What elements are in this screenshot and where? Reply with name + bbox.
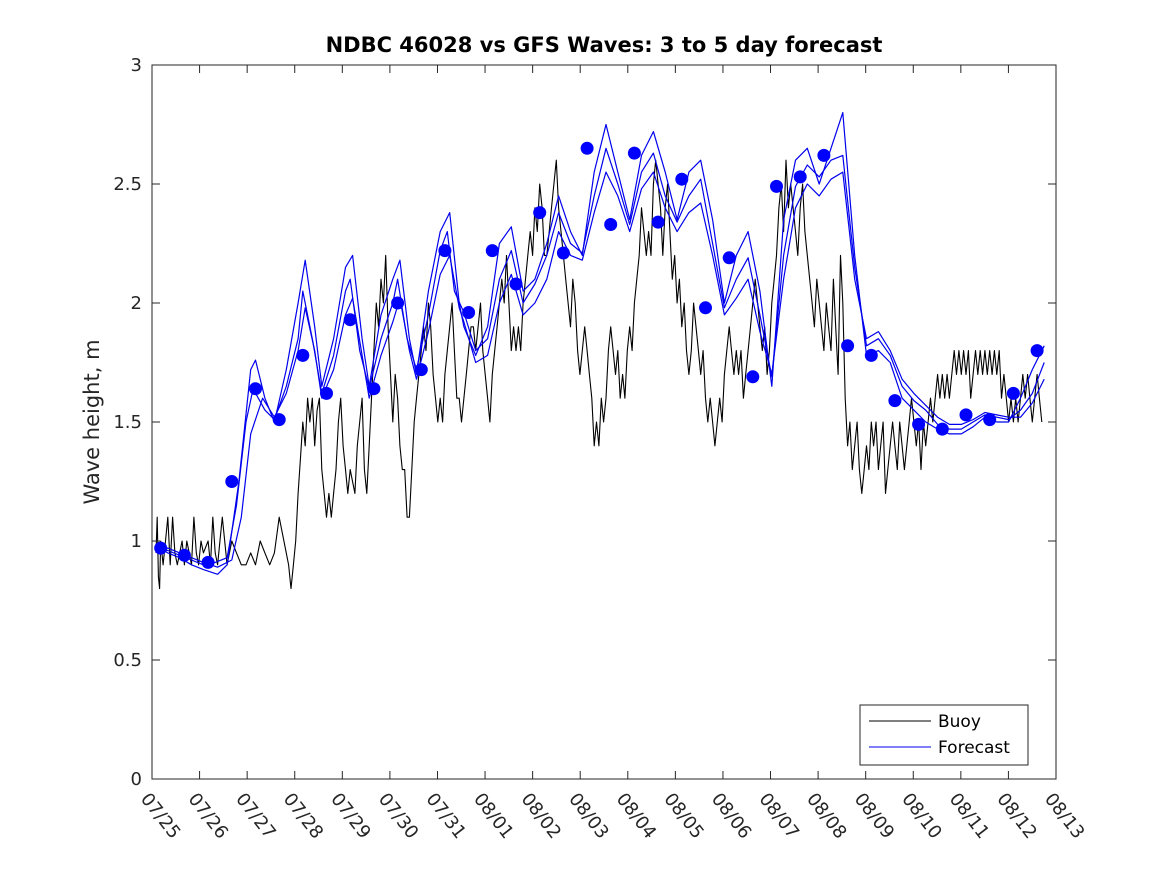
series-line-forecast-2 xyxy=(155,112,1045,575)
series-layer xyxy=(155,112,1045,590)
forecast-marker-4 xyxy=(249,382,262,396)
legend-label-buoy: Buoy xyxy=(938,712,981,732)
forecast-marker-22 xyxy=(675,172,689,186)
forecast-marker-16 xyxy=(533,206,547,220)
y-tick-label: 0 xyxy=(131,769,142,790)
forecast-marker-25 xyxy=(746,370,760,384)
forecast-marker-5 xyxy=(272,413,286,427)
forecast-marker-13 xyxy=(462,306,476,319)
y-tick-label: 2 xyxy=(131,293,142,314)
legend: Buoy Forecast xyxy=(859,704,1029,766)
forecast-marker-2 xyxy=(201,555,215,569)
forecast-marker-12 xyxy=(438,244,452,258)
forecast-marker-23 xyxy=(699,301,712,315)
chart-title: NDBC 46028 vs GFS Waves: 3 to 5 day fore… xyxy=(326,33,883,57)
forecast-marker-19 xyxy=(604,218,618,231)
forecast-marker-33 xyxy=(935,422,949,436)
forecast-marker-1 xyxy=(177,548,191,562)
forecast-marker-35 xyxy=(983,413,997,427)
forecast-marker-15 xyxy=(509,277,523,291)
forecast-marker-31 xyxy=(888,394,902,408)
forecast-marker-32 xyxy=(912,417,926,431)
y-tick-label: 1 xyxy=(131,531,142,552)
forecast-marker-10 xyxy=(391,296,405,310)
forecast-marker-7 xyxy=(320,386,333,400)
forecast-marker-34 xyxy=(959,408,973,422)
forecast-marker-8 xyxy=(343,313,357,327)
forecast-marker-3 xyxy=(225,475,239,488)
forecast-marker-21 xyxy=(651,215,665,229)
forecast-marker-layer xyxy=(154,141,1044,569)
legend-box xyxy=(859,704,1029,766)
y-tick-label: 2.5 xyxy=(113,174,142,195)
forecast-marker-11 xyxy=(414,363,428,377)
forecast-marker-26 xyxy=(770,179,783,193)
forecast-marker-27 xyxy=(793,170,807,184)
forecast-marker-0 xyxy=(154,541,168,555)
forecast-marker-29 xyxy=(841,339,855,353)
series-line-forecast-3 xyxy=(155,171,1045,568)
series-line-buoy xyxy=(155,159,1043,590)
forecast-marker-36 xyxy=(1006,386,1020,400)
y-axis-label: Wave height, m xyxy=(80,339,104,504)
forecast-marker-30 xyxy=(864,348,878,362)
forecast-marker-20 xyxy=(627,146,641,160)
forecast-marker-24 xyxy=(722,251,736,265)
forecast-marker-28 xyxy=(817,148,831,162)
forecast-marker-17 xyxy=(556,246,570,260)
forecast-marker-6 xyxy=(296,348,310,362)
y-tick-label: 3 xyxy=(131,55,142,76)
legend-label-forecast: Forecast xyxy=(938,738,1010,758)
y-tick-label: 0.5 xyxy=(113,650,142,671)
series-line-forecast-1 xyxy=(155,147,1045,566)
forecast-marker-37 xyxy=(1030,344,1044,358)
y-tick-label: 1.5 xyxy=(113,412,142,433)
forecast-marker-18 xyxy=(580,141,594,155)
forecast-marker-9 xyxy=(367,382,381,396)
forecast-marker-14 xyxy=(485,244,499,258)
